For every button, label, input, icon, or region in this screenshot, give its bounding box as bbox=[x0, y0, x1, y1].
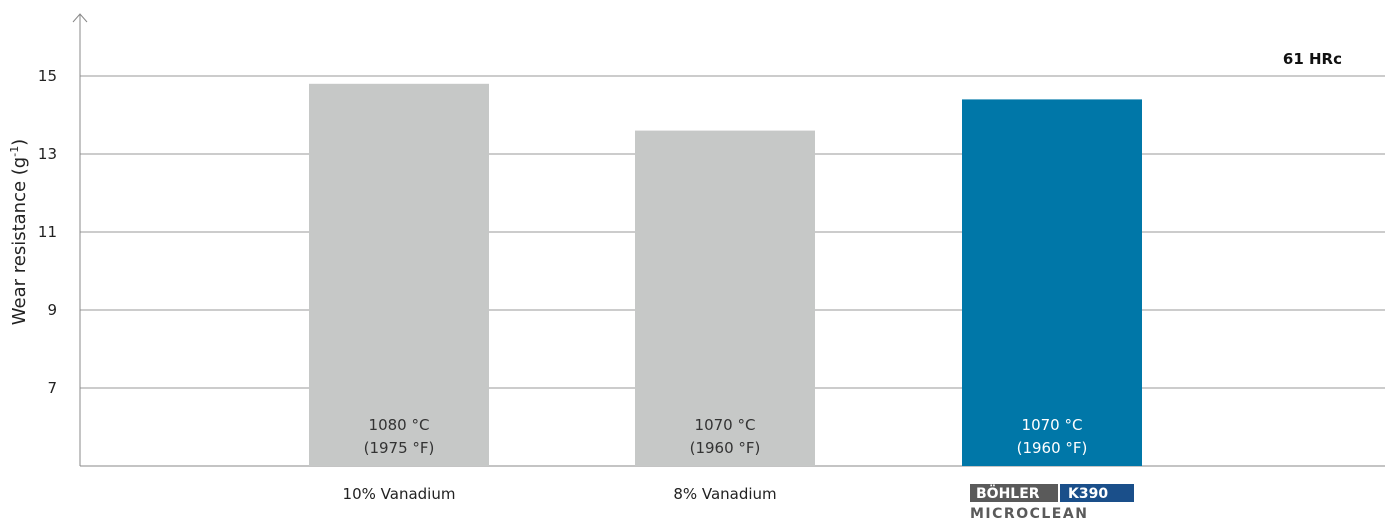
bar-data-label: 1080 °C bbox=[369, 416, 430, 434]
y-tick-label: 13 bbox=[38, 145, 57, 163]
hardness-annotation: 61 HRc bbox=[1283, 50, 1342, 68]
y-tick-label: 11 bbox=[38, 223, 57, 241]
logo-brand-text: BÖHLER bbox=[976, 484, 1040, 502]
y-tick-label: 15 bbox=[38, 67, 57, 85]
bar-data-label: (1960 °F) bbox=[690, 439, 761, 457]
bohler-k390-logo: BÖHLER K390 MICROCLEAN bbox=[970, 484, 1134, 522]
logo-subtext: MICROCLEAN bbox=[970, 506, 1088, 522]
bar-data-label: (1960 °F) bbox=[1017, 439, 1088, 457]
bars: 1080 °C (1975 °F) 1070 °C (1960 °F) 1070 °C (… bbox=[309, 83, 1142, 467]
y-tick-label: 7 bbox=[47, 379, 57, 397]
y-axis-label-close: ) bbox=[9, 139, 30, 146]
bar-data-label: 1070 °C bbox=[1022, 416, 1083, 434]
logo-right-box bbox=[1060, 484, 1134, 502]
bar bbox=[309, 83, 489, 467]
y-tick-labels: 7 9 11 13 15 bbox=[38, 67, 57, 397]
y-axis-label: Wear resistance (g-1) bbox=[8, 139, 30, 325]
bar-data-label: (1975 °F) bbox=[364, 439, 435, 457]
y-tick-label: 9 bbox=[47, 301, 57, 319]
logo-product-text: K390 bbox=[1068, 486, 1108, 502]
category-labels: 10% Vanadium 8% Vanadium bbox=[343, 485, 777, 503]
y-axis-arrow bbox=[72, 13, 88, 23]
y-axis-label-sup: -1 bbox=[8, 146, 21, 157]
bar bbox=[635, 130, 815, 466]
category-label: 8% Vanadium bbox=[673, 485, 776, 503]
category-label: 10% Vanadium bbox=[343, 485, 456, 503]
logo-left-box bbox=[970, 484, 1058, 502]
bar bbox=[962, 99, 1142, 467]
bar-data-label: 1070 °C bbox=[695, 416, 756, 434]
y-axis-label-text: Wear resistance (g bbox=[9, 157, 30, 325]
